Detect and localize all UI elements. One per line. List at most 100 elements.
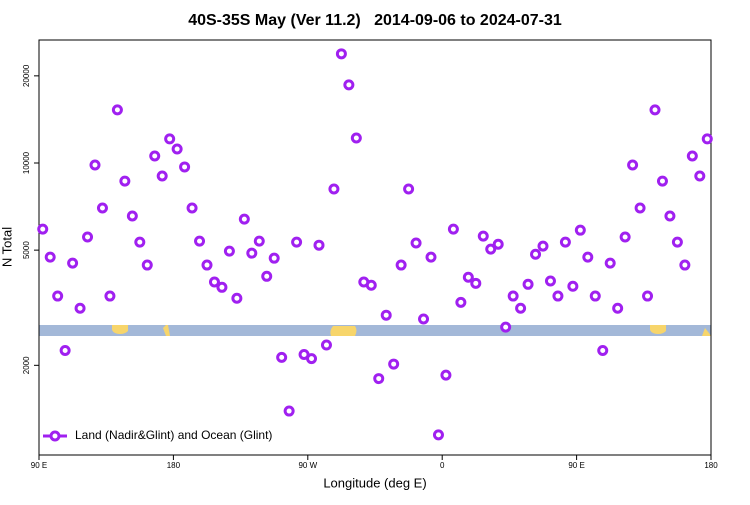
point (507, 290, 519, 302)
point (44, 251, 56, 263)
point (74, 302, 86, 314)
point (574, 224, 586, 236)
point (686, 150, 698, 162)
point (291, 236, 303, 248)
point (89, 159, 101, 171)
point (395, 259, 407, 271)
point (313, 239, 325, 251)
point (597, 345, 609, 357)
point (671, 236, 683, 248)
point (664, 210, 676, 222)
point (373, 373, 385, 385)
point (246, 247, 258, 259)
x-tick-label: 0 (440, 461, 445, 470)
chart-title: 40S-35S May (Ver 11.2) 2014-09-06 to 202… (188, 12, 562, 29)
point (552, 290, 564, 302)
point (96, 202, 108, 214)
point (380, 309, 392, 321)
point (201, 259, 213, 271)
plot-frame (38, 39, 712, 456)
point (425, 251, 437, 263)
point (388, 358, 400, 370)
point (104, 290, 116, 302)
point (223, 245, 235, 257)
point (604, 257, 616, 269)
point (306, 353, 318, 365)
point (530, 248, 542, 260)
point (701, 133, 713, 145)
point (656, 175, 668, 187)
point (261, 270, 273, 282)
point (82, 231, 94, 243)
point (141, 259, 153, 271)
y-tick-label: 20000 (22, 64, 31, 87)
point (679, 259, 691, 271)
point (642, 290, 654, 302)
x-axis-label: Longitude (deg E) (323, 475, 426, 490)
point (253, 235, 265, 247)
point (350, 132, 362, 144)
y-tick-label: 5000 (22, 241, 31, 259)
point (37, 223, 49, 235)
point (186, 202, 198, 214)
point (537, 240, 549, 252)
point (164, 133, 176, 145)
point (276, 351, 288, 363)
point (343, 79, 355, 91)
point (328, 183, 340, 195)
point (320, 339, 332, 351)
point (268, 252, 280, 264)
point (403, 183, 415, 195)
point (238, 213, 250, 225)
point (544, 275, 556, 287)
point (634, 202, 646, 214)
point (231, 292, 243, 304)
point (612, 302, 624, 314)
point (126, 210, 138, 222)
legend-label: Land (Nadir&Glint) and Ocean (Glint) (75, 428, 272, 442)
point (627, 159, 639, 171)
point (111, 104, 123, 116)
point (216, 281, 228, 293)
point (432, 429, 444, 441)
point (522, 278, 534, 290)
point (589, 290, 601, 302)
point (582, 251, 594, 263)
x-tick-label: 180 (704, 461, 718, 470)
y-axis-label: N Total (0, 227, 14, 267)
point (694, 170, 706, 182)
point (119, 175, 131, 187)
y-tick-label: 10000 (22, 151, 31, 174)
point (492, 238, 504, 250)
point (447, 223, 459, 235)
point (52, 290, 64, 302)
map-strip (39, 325, 711, 336)
point (365, 279, 377, 291)
point (208, 276, 220, 288)
point (59, 345, 71, 357)
point (194, 235, 206, 247)
x-tick-label: 90 W (298, 461, 317, 470)
point (455, 296, 467, 308)
point (462, 271, 474, 283)
point (134, 236, 146, 248)
point (619, 231, 631, 243)
point (649, 104, 661, 116)
x-tick-label: 90 E (568, 461, 584, 470)
point (156, 170, 168, 182)
legend-marker (49, 430, 61, 442)
point (171, 143, 183, 155)
point (567, 280, 579, 292)
point (179, 161, 191, 173)
point (149, 150, 161, 162)
point (485, 243, 497, 255)
point (500, 321, 512, 333)
x-tick-label: 180 (167, 461, 181, 470)
x-tick-label: 90 E (31, 461, 47, 470)
y-tick-label: 2000 (22, 356, 31, 374)
point (515, 302, 527, 314)
point (470, 277, 482, 289)
point (559, 236, 571, 248)
point (283, 405, 295, 417)
